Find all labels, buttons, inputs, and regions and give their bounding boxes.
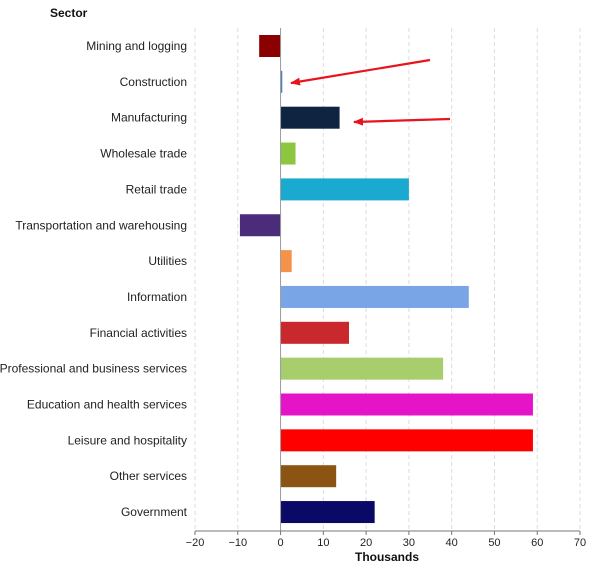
- category-label-transportation-and-warehousing: Transportation and warehousing: [15, 218, 187, 232]
- category-label-professional-and-business-services: Professional and business services: [0, 362, 187, 376]
- category-label-government: Government: [121, 505, 188, 519]
- category-label-other-services: Other services: [110, 469, 187, 483]
- category-label-retail-trade: Retail trade: [126, 182, 188, 196]
- category-label-mining-and-logging: Mining and logging: [86, 39, 187, 53]
- bar-government: [280, 501, 375, 524]
- annotation-arrow-manufacturing: [353, 117, 451, 126]
- x-tick-label: 30: [403, 537, 415, 549]
- category-label-wholesale-trade: Wholesale trade: [100, 147, 187, 161]
- x-tick-label: 70: [574, 537, 586, 549]
- bar-transportation-and-warehousing: [239, 214, 281, 237]
- bar-manufacturing: [280, 106, 340, 129]
- category-label-utilities: Utilities: [148, 254, 187, 268]
- bar-education-and-health-services: [280, 393, 533, 416]
- category-labels: Mining and logging Construction Manufactur…: [0, 39, 188, 519]
- category-label-construction: Construction: [120, 75, 187, 89]
- bar-mining-and-logging: [259, 35, 281, 57]
- bar-information: [280, 285, 469, 308]
- category-label-information: Information: [127, 290, 187, 304]
- annotation-arrows: [290, 58, 451, 126]
- x-axis: −20 −10 0 10 20 30 40 50 60 70: [186, 28, 586, 549]
- category-label-education-and-health-services: Education and health services: [27, 398, 187, 412]
- category-label-manufacturing: Manufacturing: [111, 111, 187, 125]
- bar-wholesale-trade: [280, 142, 296, 165]
- bar-construction: [280, 70, 283, 93]
- x-tick-label: 0: [277, 537, 283, 549]
- bar-financial-activities: [280, 321, 349, 344]
- x-tick-label: 50: [488, 537, 500, 549]
- bar-retail-trade: [280, 178, 409, 201]
- bar-utilities: [280, 250, 292, 273]
- gridlines: [194, 28, 581, 531]
- x-tick-label: 10: [317, 537, 329, 549]
- bar-leisure-and-hospitality: [280, 429, 533, 452]
- x-tick-label: −20: [186, 537, 205, 549]
- x-tick-label: 20: [360, 537, 372, 549]
- category-label-financial-activities: Financial activities: [90, 326, 187, 340]
- x-tick-label: 60: [531, 537, 543, 549]
- bars: [239, 35, 533, 524]
- x-tick-label: 40: [446, 537, 458, 549]
- annotation-arrow-construction: [290, 58, 431, 86]
- category-label-leisure-and-hospitality: Leisure and hospitality: [68, 433, 187, 447]
- x-tick-label: −10: [228, 537, 247, 549]
- bar-professional-and-business-services: [280, 357, 444, 380]
- bar-other-services: [280, 465, 337, 488]
- x-axis-title: Thousands: [355, 550, 419, 564]
- category-axis-title: Sector: [50, 6, 88, 20]
